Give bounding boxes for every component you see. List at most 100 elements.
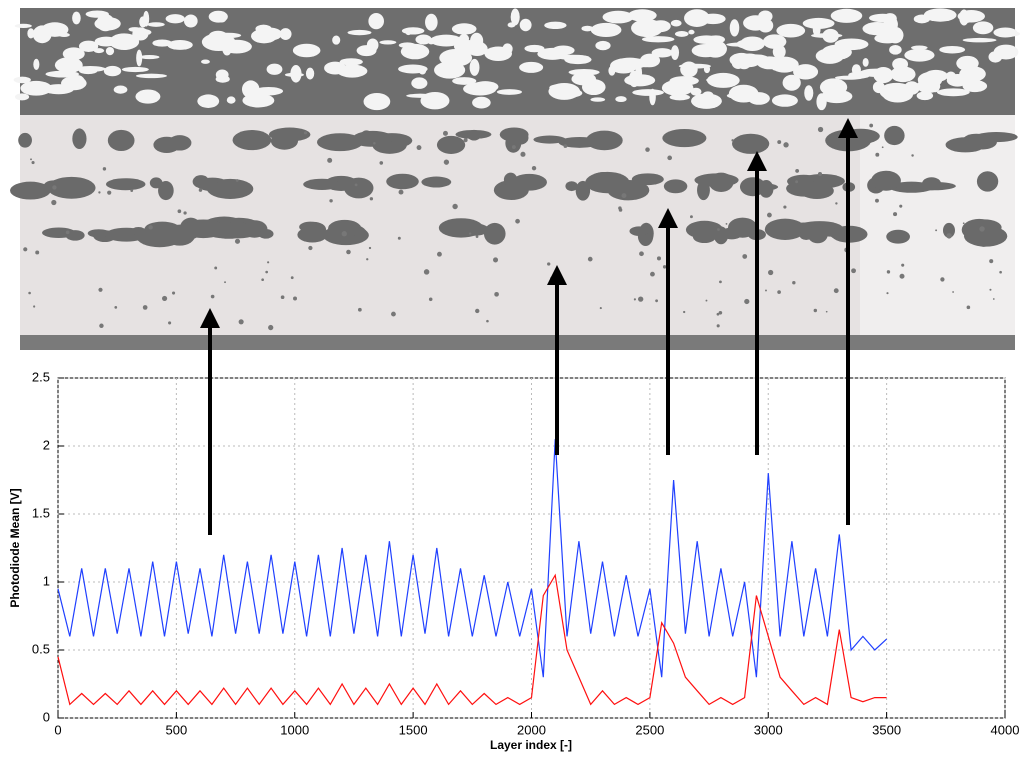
pore-dot: [650, 271, 655, 277]
y-tick-label: 2: [43, 437, 50, 452]
pore-dot: [893, 212, 898, 217]
particle: [627, 9, 657, 22]
pore: [533, 135, 566, 144]
particle: [434, 61, 466, 79]
pore-dot: [23, 247, 28, 252]
particle: [103, 65, 122, 77]
particle: [641, 36, 675, 43]
pore-dot: [656, 256, 661, 261]
particle: [401, 27, 425, 35]
particle: [691, 93, 722, 109]
particle: [661, 79, 694, 96]
particle: [452, 77, 477, 85]
plot: 0 0.5 1 1.5 2 2.5 0 500 1000 1500 2000 2500 3000 3500…: [32, 369, 1020, 737]
pore-dot: [369, 197, 374, 201]
pore: [590, 172, 617, 186]
pore: [328, 219, 362, 238]
pore: [629, 226, 649, 236]
pore-dot: [341, 231, 347, 237]
particle: [581, 25, 594, 32]
pore-dot: [99, 323, 104, 328]
particle: [988, 51, 1003, 63]
pore-dot: [423, 269, 430, 275]
pore: [153, 136, 180, 154]
particle: [608, 65, 616, 76]
particle: [368, 12, 384, 30]
pore-dot: [293, 296, 298, 301]
particle: [96, 14, 115, 32]
pore-dot: [198, 188, 203, 192]
pore-dot: [817, 126, 824, 133]
particle: [165, 14, 185, 24]
particle: [711, 79, 726, 88]
pore: [499, 127, 529, 142]
pore: [740, 182, 779, 192]
pore: [232, 130, 272, 151]
x-axis-label: Layer index [-]: [490, 738, 572, 752]
particle: [221, 39, 252, 54]
particle: [739, 36, 765, 52]
pore: [483, 222, 506, 245]
particle: [208, 30, 228, 41]
particle: [463, 82, 497, 96]
particle: [674, 30, 689, 37]
particle: [602, 10, 634, 24]
x-tick-label: 0: [54, 722, 61, 737]
particle: [255, 24, 272, 34]
particle: [581, 79, 606, 96]
particle: [917, 72, 943, 88]
pore-dot: [716, 324, 720, 328]
particle: [631, 19, 664, 38]
particle: [32, 25, 52, 44]
particle: [862, 57, 869, 67]
pore-dot: [952, 291, 954, 293]
pore: [10, 181, 51, 200]
x-tick-label: 500: [166, 722, 188, 737]
pore-dot: [792, 281, 796, 285]
pore-dot: [940, 277, 945, 282]
particle: [923, 12, 955, 20]
pore-dot: [28, 291, 31, 295]
pore: [158, 180, 174, 201]
pore-dot: [267, 261, 270, 264]
particle: [14, 23, 32, 29]
pore-dot: [621, 193, 627, 199]
pore: [18, 132, 32, 148]
particle: [139, 16, 147, 28]
particle: [812, 22, 821, 37]
particle: [524, 44, 545, 53]
pore-dot: [102, 167, 107, 171]
pore-dot: [550, 276, 555, 281]
pore-dot: [168, 321, 172, 325]
pore: [961, 218, 997, 241]
particle: [136, 49, 143, 67]
pore-dot: [443, 159, 450, 165]
particle: [62, 47, 85, 61]
particle: [15, 93, 30, 101]
particle: [680, 61, 698, 78]
particle: [595, 40, 611, 51]
particle: [472, 96, 491, 109]
x-tick-label: 4000: [991, 722, 1020, 737]
pore: [565, 181, 578, 192]
particle: [43, 84, 74, 95]
pore: [206, 181, 246, 196]
particle: [184, 14, 198, 28]
particle: [834, 38, 869, 51]
pore: [911, 181, 956, 191]
particle: [428, 40, 435, 45]
y-tick-label: 1.5: [32, 505, 50, 520]
particle: [113, 85, 128, 94]
particle: [13, 76, 31, 84]
pore-dot: [901, 263, 905, 267]
pore: [976, 171, 999, 192]
particle: [771, 94, 798, 107]
pore-dot: [33, 305, 36, 308]
pore: [697, 180, 710, 201]
particle: [215, 69, 229, 80]
particle: [121, 66, 149, 73]
pore-dot: [51, 199, 57, 206]
pore: [224, 221, 250, 237]
